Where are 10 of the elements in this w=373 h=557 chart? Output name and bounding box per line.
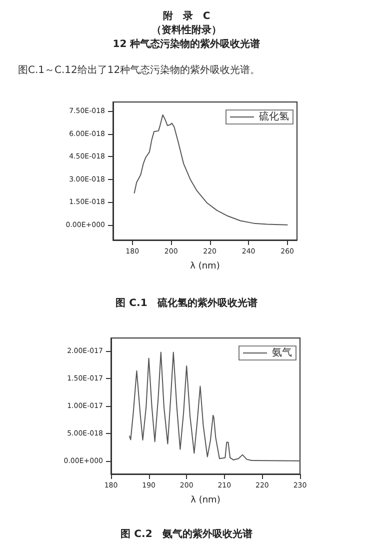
text: 图 C.1 硫化氢的紫外吸收光谱 <box>114 296 258 310</box>
text: 图C.1～C.12给出了12种气态污染物的紫外吸收光谱。 <box>18 64 262 78</box>
x-axis-title: λ (nm) <box>190 496 220 506</box>
text: （资料性附录） <box>150 24 222 38</box>
legend-label: 硫化氢 <box>259 110 289 122</box>
text: 图 C.2 氨气的紫外吸收光谱 <box>120 527 254 541</box>
text: 附 录 C <box>162 10 212 24</box>
text: 12 种气态污染物的紫外吸收光谱 <box>112 38 262 52</box>
legend-label: 氨气 <box>272 346 292 358</box>
x-axis-title: λ (nm) <box>190 262 220 272</box>
